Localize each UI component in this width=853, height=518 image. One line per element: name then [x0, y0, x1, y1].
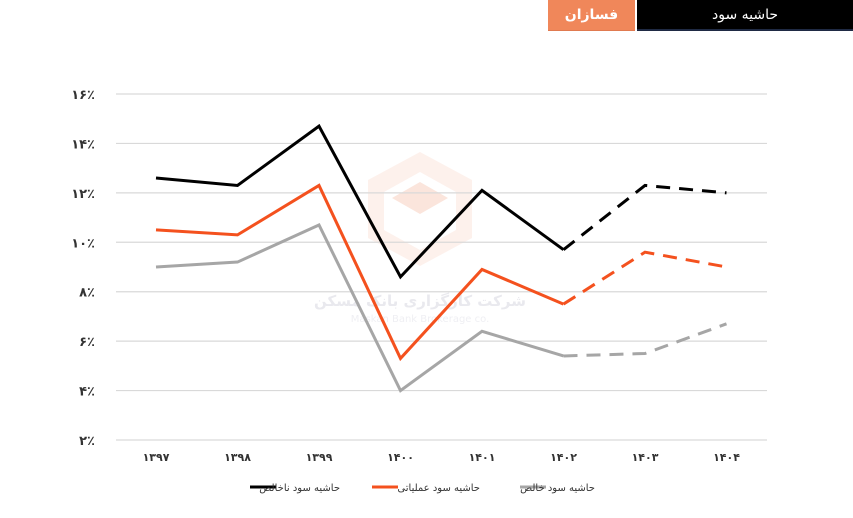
x-tick-label: ۱۳۹۹ — [306, 451, 333, 464]
series-solid-segment — [155, 123, 565, 280]
x-tick-label: ۱۳۹۸ — [224, 451, 251, 464]
watermark-text-fa: شرکت کارگزاری بانک مسکن — [314, 292, 526, 310]
series-solid-segment — [155, 183, 565, 362]
header-tabbar: فسازان حاشیه سود — [548, 0, 853, 31]
series-forecast-segment — [562, 250, 727, 306]
y-tick-label: ۲٪ — [79, 434, 95, 449]
y-tick-label: ۴٪ — [79, 385, 95, 400]
y-tick-label: ۱۶٪ — [71, 88, 95, 103]
series-lines — [155, 123, 728, 393]
legend: حاشیه سود ناخالص حاشیه سود عملیاتی حاشیه س… — [250, 483, 595, 494]
y-axis: ۲٪ ۴٪ ۶٪ ۸٪ ۱۰٪ ۱۲٪ ۱۴٪ ۱۶٪ — [71, 88, 95, 449]
watermark: شرکت کارگزاری بانک مسکن Maskan Bank Brok… — [314, 152, 526, 325]
y-tick-label: ۱۰٪ — [71, 236, 95, 251]
company-tab[interactable]: فسازان — [548, 0, 635, 31]
y-tick-label: ۱۴٪ — [71, 137, 95, 152]
series-solid-segment — [155, 223, 564, 393]
chart-title-tab: حاشیه سود — [637, 0, 853, 31]
x-tick-label: ۱۴۰۲ — [550, 451, 577, 464]
watermark-logo-icon — [368, 152, 472, 266]
grid-lines — [116, 93, 767, 441]
legend-label: حاشیه سود عملیاتی — [397, 483, 480, 494]
x-tick-label: ۱۴۰۴ — [713, 451, 740, 464]
series-line — [155, 223, 728, 393]
legend-item[interactable]: حاشیه سود عملیاتی — [372, 483, 480, 494]
legend-label: حاشیه سود ناخالص — [259, 483, 340, 494]
legend-item[interactable]: حاشیه سود خالص — [520, 483, 595, 494]
legend-label: حاشیه سود خالص — [520, 483, 595, 494]
x-tick-label: ۱۴۰۳ — [632, 451, 659, 464]
y-tick-label: ۶٪ — [79, 335, 95, 350]
y-tick-label: ۱۲٪ — [71, 187, 95, 202]
x-axis: ۱۳۹۷ ۱۳۹۸ ۱۳۹۹ ۱۴۰۰ ۱۴۰۱ ۱۴۰۲ ۱۴۰۳ ۱۴۰۴ — [143, 451, 741, 464]
x-tick-label: ۱۴۰۱ — [469, 451, 496, 464]
series-line — [155, 123, 727, 280]
legend-item[interactable]: حاشیه سود ناخالص — [250, 483, 340, 494]
x-tick-label: ۱۳۹۷ — [143, 451, 170, 464]
watermark-text-en: Maskan Bank Brokerage co. — [351, 314, 490, 325]
y-tick-label: ۸٪ — [79, 286, 95, 301]
series-forecast-segment — [563, 322, 728, 358]
series-forecast-segment — [562, 183, 727, 251]
series-line — [155, 183, 727, 362]
x-tick-label: ۱۴۰۰ — [387, 451, 414, 464]
